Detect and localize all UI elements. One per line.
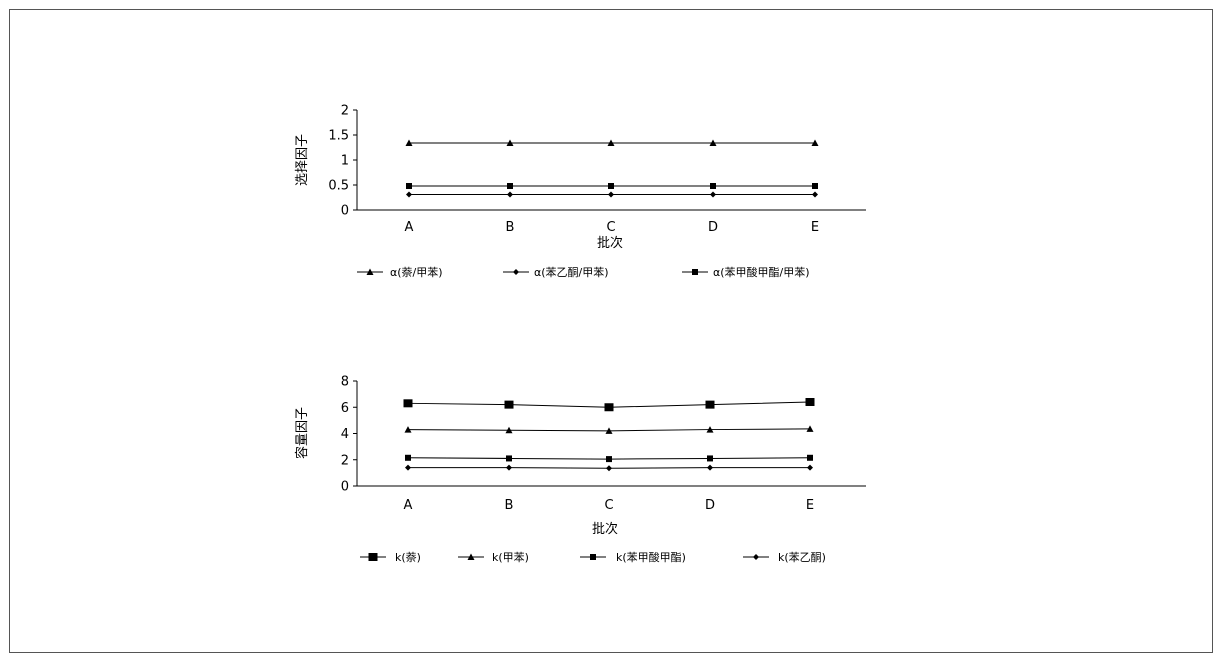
x-tick-label: E (811, 220, 819, 235)
data-point (507, 183, 513, 189)
data-point (505, 426, 513, 434)
y-tick-label: 8 (341, 375, 349, 390)
x-tick-label: E (806, 498, 814, 513)
data-point (608, 183, 614, 189)
data-point (606, 456, 612, 463)
data-point (506, 139, 514, 146)
data-point (405, 139, 413, 146)
data-point (605, 427, 613, 434)
data-point (709, 139, 717, 146)
data-point (406, 191, 412, 198)
legend-label: α(萘/甲苯) (390, 265, 443, 279)
data-point (405, 454, 411, 461)
data-point (607, 139, 615, 146)
data-point (403, 399, 413, 408)
legend-label: α(苯乙酮/甲苯) (534, 265, 609, 279)
y-tick-label: 0 (341, 480, 349, 495)
data-point (606, 465, 612, 472)
legend-item: k(萘) (360, 551, 421, 564)
y-tick-label: 1.5 (328, 129, 349, 144)
legend-marker (590, 554, 596, 560)
y-tick-label: 2 (341, 453, 349, 468)
legend-label: k(甲苯) (492, 550, 529, 564)
legend-marker (513, 269, 519, 275)
legend-item: α(苯甲酸甲酯/甲苯) (682, 265, 810, 279)
data-point (807, 454, 813, 461)
y-tick-label: 4 (341, 427, 349, 442)
y-tick-label: 0.5 (328, 179, 349, 194)
data-point (608, 191, 614, 198)
x-axis-title: 批次 (592, 521, 618, 537)
x-tick-label: C (604, 498, 613, 513)
data-point (710, 191, 716, 198)
data-point (604, 403, 614, 412)
x-tick-label: A (405, 220, 414, 235)
data-point (406, 183, 412, 189)
data-point (705, 400, 715, 409)
x-tick-label: D (705, 498, 715, 513)
y-axis-title: 容量因子 (294, 407, 310, 459)
figure-frame (9, 9, 1213, 653)
legend-label: k(苯甲酸甲酯) (616, 550, 686, 564)
x-tick-label: B (506, 220, 515, 235)
legend-item: k(苯甲酸甲酯) (580, 550, 686, 564)
data-point (507, 191, 513, 198)
data-point (506, 455, 512, 462)
legend-marker (467, 553, 475, 560)
legend-item: α(萘/甲苯) (357, 265, 443, 279)
data-point (812, 191, 818, 198)
selectivity-chart: 0 0.5 1 1.5 2 A B C D E 批次 选择因子 α(萘/甲苯) α(苯乙酮/甲苯)… (295, 104, 866, 279)
capacity-chart: 0 2 4 6 8 A B C D E 批次 容量因子 k(萘) k(甲苯) k(苯甲酸甲酯) k(苯… (294, 375, 866, 564)
data-point (405, 464, 411, 471)
data-point (811, 139, 819, 146)
legend-marker (366, 268, 374, 275)
x-axis-title: 批次 (597, 235, 623, 251)
data-point (706, 426, 714, 433)
x-tick-label: A (404, 498, 413, 513)
y-tick-label: 6 (341, 401, 349, 416)
legend-label: α(苯甲酸甲酯/甲苯) (713, 265, 810, 279)
data-point (806, 425, 814, 432)
data-point (710, 183, 716, 189)
data-point (807, 464, 813, 471)
legend-item: k(甲苯) (458, 550, 529, 564)
data-point (707, 455, 713, 462)
legend-marker (753, 554, 759, 560)
data-point (812, 183, 818, 189)
data-point (506, 464, 512, 471)
x-tick-label: C (606, 220, 615, 235)
data-point (504, 400, 514, 409)
data-point (805, 398, 815, 406)
y-tick-label: 2 (341, 104, 349, 119)
data-point (707, 464, 713, 471)
y-tick-label: 1 (341, 154, 349, 169)
x-tick-label: D (708, 220, 718, 235)
legend-label: k(苯乙酮) (778, 550, 826, 564)
legend-marker (692, 269, 698, 275)
x-tick-label: B (505, 498, 514, 513)
data-point (404, 426, 412, 433)
legend-item: k(苯乙酮) (743, 550, 826, 564)
legend-label: k(萘) (395, 551, 421, 564)
y-tick-label: 0 (341, 204, 349, 219)
legend-item: α(苯乙酮/甲苯) (503, 265, 609, 279)
legend-marker (368, 553, 378, 561)
y-axis-title: 选择因子 (295, 134, 310, 186)
